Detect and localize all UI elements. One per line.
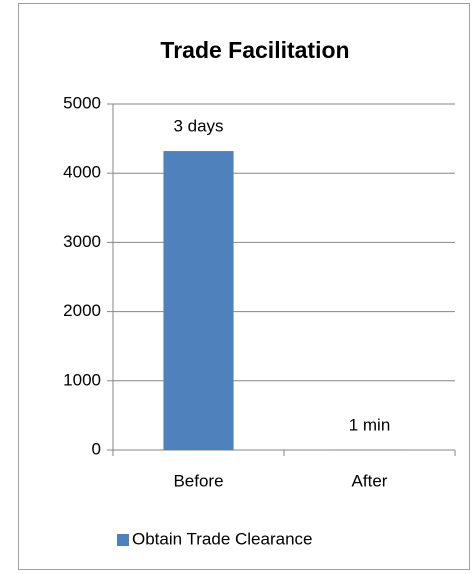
y-tick-label: 2000 <box>63 301 101 320</box>
y-tick-label: 5000 <box>63 93 101 112</box>
bar <box>163 151 234 450</box>
y-tick-label: 0 <box>92 439 101 458</box>
data-label: 3 days <box>173 117 223 136</box>
legend-swatch <box>117 534 129 546</box>
y-tick-label: 1000 <box>63 370 101 389</box>
x-tick-label: After <box>352 471 388 490</box>
legend-label: Obtain Trade Clearance <box>132 529 313 548</box>
y-tick-label: 4000 <box>63 163 101 182</box>
chart-title: Trade Facilitation <box>160 37 349 63</box>
y-tick-label: 3000 <box>63 232 101 251</box>
data-label: 1 min <box>349 415 391 434</box>
chart-border <box>18 3 470 570</box>
x-tick-label: Before <box>173 471 223 490</box>
